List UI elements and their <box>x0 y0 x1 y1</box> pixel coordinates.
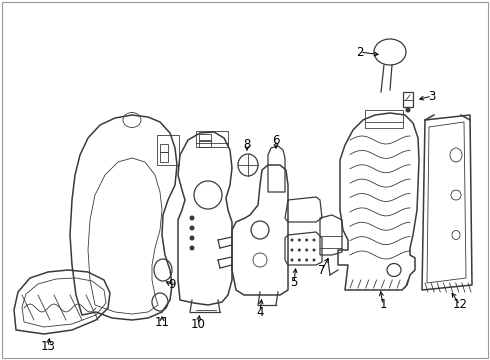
Bar <box>403 92 413 107</box>
Text: 2: 2 <box>356 45 364 58</box>
Circle shape <box>305 248 308 252</box>
Circle shape <box>406 108 411 112</box>
Circle shape <box>291 238 294 242</box>
Text: 11: 11 <box>154 315 170 328</box>
Bar <box>160 144 168 152</box>
Bar <box>157 135 179 165</box>
Text: 4: 4 <box>256 306 264 319</box>
Circle shape <box>190 216 195 220</box>
Bar <box>199 140 211 147</box>
Text: 10: 10 <box>191 319 205 332</box>
Text: 6: 6 <box>272 134 280 147</box>
Bar <box>196 131 228 147</box>
Text: 7: 7 <box>318 264 326 276</box>
Text: 13: 13 <box>41 341 55 354</box>
Circle shape <box>313 258 316 261</box>
Circle shape <box>190 235 195 240</box>
Circle shape <box>291 248 294 252</box>
Circle shape <box>313 248 316 252</box>
Circle shape <box>313 238 316 242</box>
Circle shape <box>291 258 294 261</box>
Text: 9: 9 <box>168 279 176 292</box>
Text: 3: 3 <box>428 90 436 103</box>
Circle shape <box>305 238 308 242</box>
Text: 12: 12 <box>452 298 467 311</box>
Text: 5: 5 <box>290 276 298 289</box>
Circle shape <box>190 225 195 230</box>
Circle shape <box>305 258 308 261</box>
Circle shape <box>190 246 195 251</box>
Text: 1: 1 <box>379 298 387 311</box>
Bar <box>160 152 168 162</box>
Circle shape <box>298 248 301 252</box>
Circle shape <box>298 258 301 261</box>
Text: 8: 8 <box>244 139 251 152</box>
Bar <box>199 134 211 141</box>
Circle shape <box>298 238 301 242</box>
Bar <box>365 110 403 128</box>
